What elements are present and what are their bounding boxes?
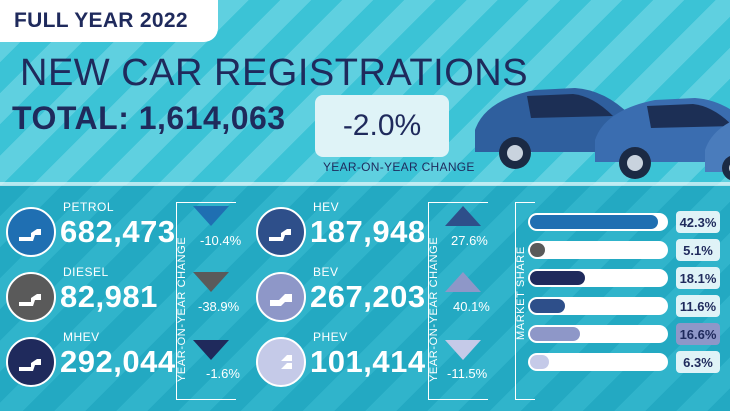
fuel-label-bev: BEV	[313, 265, 339, 279]
share-value-mhev: 18.1%	[676, 267, 720, 289]
share-bar-track	[528, 269, 668, 287]
up-arrow-icon	[445, 272, 481, 292]
share-value-bev: 16.6%	[676, 323, 720, 345]
share-bar-track	[528, 325, 668, 343]
share-value-hev: 11.6%	[676, 295, 720, 317]
share-bar-track	[528, 297, 668, 315]
fuel-value-petrol: 682,473	[60, 214, 176, 249]
total-change-label: YEAR-ON-YEAR CHANGE	[323, 160, 475, 174]
yoy-axis-label: YEAR-ON-YEAR CHANGE	[176, 236, 188, 382]
fuel-pump-icon	[6, 337, 56, 387]
up-arrow-icon	[445, 206, 481, 226]
headline: NEW CAR REGISTRATIONS	[20, 52, 529, 94]
fuel-value-phev: 101,414	[310, 344, 426, 379]
share-bar-track	[528, 213, 668, 231]
market-share-label: MARKET SHARE	[515, 246, 527, 340]
share-bar-diesel	[530, 243, 546, 257]
car-illustration	[595, 98, 730, 179]
yoy-bracket	[428, 202, 488, 400]
down-arrow-icon	[193, 340, 229, 360]
fuel-label-diesel: DIESEL	[63, 265, 109, 279]
cars-illustration	[475, 88, 730, 180]
car-illustration	[705, 122, 730, 180]
fuel-value-diesel: 82,981	[60, 279, 158, 314]
plug-and-pump-icon	[256, 337, 306, 387]
share-value-petrol: 42.3%	[676, 211, 720, 233]
fuel-pump-icon	[6, 207, 56, 257]
fuel-value-hev: 187,948	[310, 214, 426, 249]
change-mhev: -1.6%	[206, 366, 240, 381]
fuel-label-phev: PHEV	[313, 330, 348, 344]
share-bracket	[515, 202, 535, 400]
share-bar-track	[528, 353, 668, 371]
down-arrow-icon	[193, 272, 229, 292]
share-bar-phev	[530, 355, 550, 369]
total-change-box: -2.0%	[315, 95, 449, 157]
change-bev: 40.1%	[453, 299, 490, 314]
fuel-label-hev: HEV	[313, 200, 340, 214]
fuel-value-bev: 267,203	[310, 279, 426, 314]
share-bar-petrol	[530, 215, 658, 229]
share-bar-mhev	[530, 271, 585, 285]
share-value-diesel: 5.1%	[676, 239, 720, 261]
period-badge: FULL YEAR 2022	[0, 0, 218, 42]
down-arrow-icon	[193, 206, 229, 226]
yoy-axis-label: YEAR-ON-YEAR CHANGE	[428, 236, 440, 382]
total-change-value: -2.0%	[342, 109, 422, 142]
fuel-value-mhev: 292,044	[60, 344, 176, 379]
fuel-label-mhev: MHEV	[63, 330, 100, 344]
divider	[0, 182, 730, 186]
share-value-phev: 6.3%	[676, 351, 720, 373]
down-arrow-icon	[445, 340, 481, 360]
change-hev: 27.6%	[451, 233, 488, 248]
yoy-bracket	[176, 202, 236, 400]
share-bar-bev	[530, 327, 581, 341]
share-bar-track	[528, 241, 668, 259]
share-bar-hev	[530, 299, 566, 313]
fuel-pump-icon	[256, 207, 306, 257]
change-phev: -11.5%	[447, 366, 488, 381]
total-registrations: TOTAL: 1,614,063	[12, 100, 286, 136]
fuel-pump-icon	[6, 272, 56, 322]
charging-plug-icon	[256, 272, 306, 322]
fuel-label-petrol: PETROL	[63, 200, 115, 214]
change-diesel: -38.9%	[198, 299, 240, 314]
change-petrol: -10.4%	[200, 233, 242, 248]
